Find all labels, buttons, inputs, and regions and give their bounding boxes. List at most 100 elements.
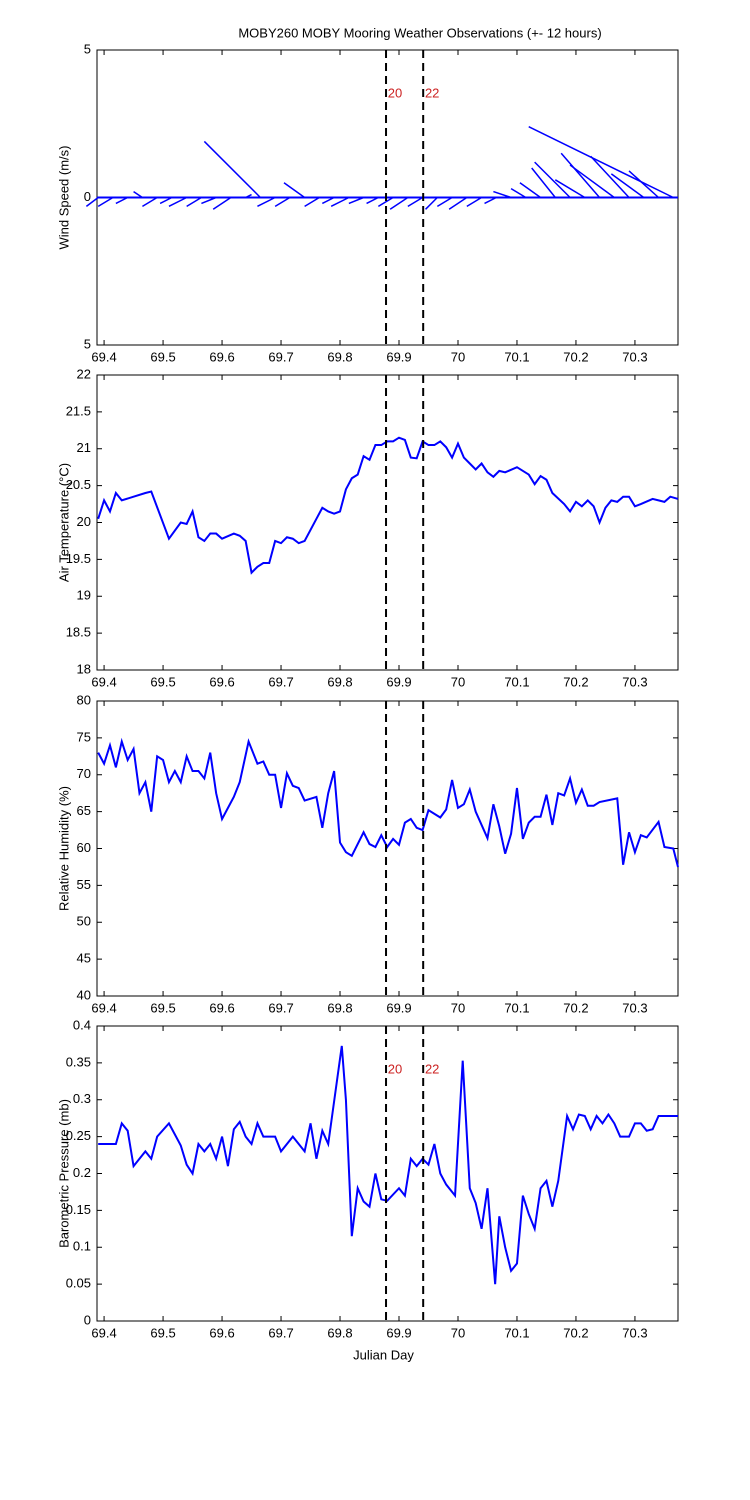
wind-stick — [560, 152, 601, 198]
y-tick-label: 40 — [77, 987, 91, 1002]
wind-stick — [274, 196, 291, 207]
x-tick-label: 69.6 — [209, 349, 234, 364]
x-tick-label: 69.4 — [91, 674, 116, 689]
wind-stick — [201, 196, 217, 205]
wind-stick — [142, 196, 158, 207]
x-tick-label: 70 — [451, 674, 465, 689]
x-tick-label: 69.7 — [268, 1325, 293, 1340]
y-axis-label: Wind Speed (m/s) — [56, 145, 71, 249]
x-tick-label: 69.6 — [209, 1325, 234, 1340]
x-tick-label: 70.3 — [622, 1000, 647, 1015]
wind-stick — [203, 140, 261, 199]
x-tick-label: 69.5 — [150, 1000, 175, 1015]
wind-stick — [628, 170, 660, 199]
wind-stick — [519, 182, 542, 199]
x-tick-label: 70 — [451, 1000, 465, 1015]
wind-stick — [257, 196, 276, 208]
x-tick-label: 70 — [451, 349, 465, 364]
wind-stick — [330, 196, 350, 208]
plot-area — [96, 700, 679, 997]
wind-stick — [186, 196, 202, 207]
wind-stick — [168, 196, 187, 208]
y-tick-label: 0 — [84, 189, 91, 204]
x-axis-label: Julian Day — [353, 1347, 414, 1362]
y-tick-label: 80 — [77, 692, 91, 707]
y-tick-label: 20.5 — [66, 477, 91, 492]
wind-stick — [554, 179, 586, 199]
wind-stick — [115, 196, 129, 205]
wind-stick — [425, 196, 438, 210]
x-tick-label: 70.1 — [504, 674, 529, 689]
x-tick-label: 70.3 — [622, 349, 647, 364]
wind-stick — [534, 161, 571, 199]
y-tick-label: 18 — [77, 661, 91, 676]
y-tick-label: 5 — [84, 336, 91, 351]
wind-stick — [348, 196, 364, 205]
y-tick-label: 45 — [77, 951, 91, 966]
wind-stick — [97, 196, 114, 207]
x-tick-label: 69.8 — [327, 1325, 352, 1340]
x-tick-label: 69.8 — [327, 349, 352, 364]
wind-stick — [436, 196, 453, 207]
y-tick-label: 55 — [77, 877, 91, 892]
y-axis-label: Air Temperature (°C) — [56, 463, 71, 582]
wind-stick — [510, 188, 527, 199]
wind-stick — [484, 196, 497, 205]
y-tick-label: 0 — [84, 1312, 91, 1327]
reference-label: 20 — [388, 1061, 402, 1076]
x-tick-label: 69.9 — [386, 349, 411, 364]
x-tick-label: 69.6 — [209, 674, 234, 689]
y-tick-label: 0.15 — [66, 1202, 91, 1217]
y-tick-label: 21 — [77, 440, 91, 455]
x-tick-label: 69.4 — [91, 1000, 116, 1015]
y-tick-label: 0.3 — [73, 1091, 91, 1106]
data-line — [97, 436, 679, 575]
wind-stick — [466, 196, 482, 207]
x-tick-label: 69.9 — [386, 674, 411, 689]
wind-stick — [493, 190, 512, 199]
y-tick-label: 20 — [77, 514, 91, 529]
wind-stick — [528, 126, 674, 199]
wind-stick — [133, 190, 143, 199]
x-tick-label: 69.5 — [150, 349, 175, 364]
wind-stick — [590, 155, 630, 199]
x-tick-label: 70.2 — [563, 1325, 588, 1340]
wind-stick — [283, 182, 306, 199]
wind-stick — [304, 196, 320, 207]
x-tick-label: 69.6 — [209, 1000, 234, 1015]
x-tick-label: 70.3 — [622, 1325, 647, 1340]
y-axis-label: Relative Humidity (%) — [56, 786, 71, 911]
reference-label: 22 — [425, 85, 439, 100]
x-tick-label: 70.1 — [504, 1000, 529, 1015]
y-tick-label: 0.1 — [73, 1239, 91, 1254]
wind-stick — [407, 196, 423, 207]
x-tick-label: 70.2 — [563, 674, 588, 689]
wind-stick — [159, 196, 173, 205]
chart-title: MOBY260 MOBY Mooring Weather Observation… — [238, 25, 601, 40]
y-tick-label: 0.2 — [73, 1165, 91, 1180]
y-tick-label: 18.5 — [66, 625, 91, 640]
wind-stick — [377, 196, 394, 207]
y-tick-label: 21.5 — [66, 403, 91, 418]
y-tick-label: 19 — [77, 588, 91, 603]
plot-area — [96, 1025, 679, 1322]
x-tick-label: 70 — [451, 1325, 465, 1340]
x-tick-label: 69.9 — [386, 1000, 411, 1015]
y-tick-label: 50 — [77, 914, 91, 929]
y-tick-label: 0.35 — [66, 1054, 91, 1069]
y-tick-label: 0.05 — [66, 1276, 91, 1291]
data-line — [98, 1045, 678, 1285]
y-tick-label: 70 — [77, 766, 91, 781]
wind-stick — [85, 196, 99, 207]
wind-stick — [569, 164, 615, 199]
x-tick-label: 69.8 — [327, 674, 352, 689]
wind-stick — [245, 193, 252, 199]
reference-label: 20 — [388, 85, 402, 100]
y-axis-label: Barometric Pressure (mb) — [56, 1099, 71, 1248]
y-tick-label: 5 — [84, 41, 91, 56]
x-tick-label: 70.1 — [504, 1325, 529, 1340]
reference-label: 22 — [425, 1061, 439, 1076]
x-tick-label: 69.7 — [268, 1000, 293, 1015]
wind-stick — [366, 196, 379, 205]
